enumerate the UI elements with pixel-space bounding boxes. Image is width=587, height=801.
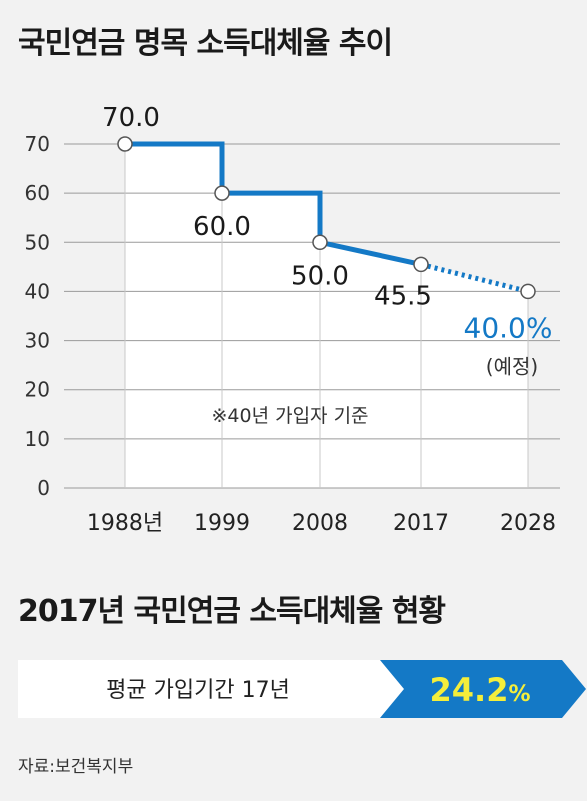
x-tick-label: 2008 — [292, 511, 348, 536]
source-note: 자료:보건복지부 — [18, 757, 134, 777]
series-line — [125, 141, 422, 267]
plot-area-fill — [125, 144, 528, 488]
data-label-projected: 40.0% — [464, 311, 553, 344]
status-label: 평균 가입기간 17년 — [106, 678, 290, 703]
replacement-rate-chart: 0 10 20 30 40 50 60 70 1988년 1999 2008 2017 2028 70.0… — [25, 103, 560, 536]
y-tick-label: 10 — [25, 427, 50, 451]
data-label: 50.0 — [291, 261, 349, 291]
chart-title: 국민연금 명목 소득대체율 추이 — [18, 26, 393, 61]
x-tick-label: 2028 — [500, 511, 556, 536]
status-title: 2017년 국민연금 소득대체율 현황 — [18, 594, 446, 629]
status-value-number: 24.2 — [430, 671, 509, 709]
projection-line — [420, 261, 529, 294]
data-point — [413, 256, 429, 273]
x-tick-label: 2017 — [393, 511, 449, 536]
projection-note: (예정) — [486, 354, 538, 378]
x-tick-label: 1999 — [194, 511, 250, 536]
data-point — [117, 136, 133, 152]
y-tick-label: 70 — [25, 132, 50, 156]
data-label: 45.5 — [374, 281, 432, 311]
x-tick-label: 1988년 — [87, 511, 163, 536]
status-label-box — [18, 660, 404, 718]
y-tick-label: 50 — [25, 230, 50, 254]
status-banner: 평균 가입기간 17년 24.2% — [18, 660, 586, 718]
y-tick-label: 30 — [25, 329, 50, 353]
y-tick-label: 0 — [37, 476, 50, 500]
data-label: 70.0 — [102, 103, 160, 133]
data-point — [214, 185, 230, 201]
status-value-unit: % — [508, 682, 530, 707]
status-value-arrow — [380, 660, 586, 718]
y-tick-label: 40 — [25, 279, 50, 303]
chart-annotation: ※40년 가입자 기준 — [211, 405, 368, 427]
y-tick-label: 60 — [25, 181, 50, 205]
data-label: 60.0 — [193, 212, 251, 242]
data-point — [312, 234, 328, 251]
data-point — [520, 283, 536, 300]
status-value: 24.2% — [430, 671, 531, 709]
y-tick-label: 20 — [25, 378, 50, 402]
